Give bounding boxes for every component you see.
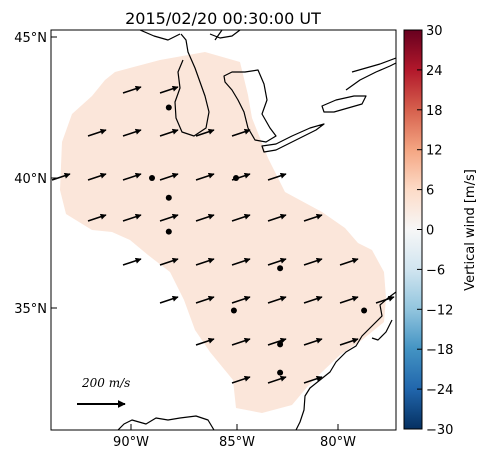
station-marker: [165, 228, 172, 235]
wind-arrow: [303, 257, 323, 266]
wind-arrow: [339, 257, 359, 266]
wind-arrow: [303, 213, 323, 222]
lat-ticks: 45°N 40°N 35°N: [14, 31, 57, 317]
wind-arrow: [303, 375, 323, 384]
wind-arrow: [87, 172, 107, 181]
wind-arrow: [195, 128, 215, 137]
wind-arrow: [122, 257, 142, 266]
lat-tick-label: 40°N: [14, 172, 47, 187]
lake-ontario: [321, 95, 367, 113]
stations: [149, 104, 368, 376]
colorbar-tick-label: −18: [426, 343, 453, 358]
colorbar-tick-label: 30: [426, 24, 443, 39]
station-marker: [361, 307, 368, 314]
scale-arrow: 200 m/s: [77, 376, 130, 408]
colorbar-tick-label: 24: [426, 64, 443, 79]
lon-ticks: 90°W 85°W 80°W: [113, 424, 356, 450]
wind-arrow: [267, 257, 287, 266]
wind-arrow: [267, 295, 287, 304]
wind-arrow: [195, 172, 215, 181]
colorbar-tick-label: 6: [426, 184, 434, 199]
wind-arrow: [195, 257, 215, 266]
wind-arrow: [159, 172, 179, 181]
atlantic-coast: [295, 291, 396, 430]
wind-arrow: [122, 213, 142, 222]
wind-arrow: [267, 375, 287, 384]
colorbar-tick-label: −30: [426, 423, 453, 438]
station-marker: [165, 104, 172, 111]
colorbar-tick-label: −24: [426, 383, 453, 398]
wind-arrow: [231, 213, 251, 222]
wind-arrow: [303, 337, 323, 346]
lat-tick-label: 35°N: [14, 302, 47, 317]
wind-arrow: [122, 128, 142, 137]
wind-arrow: [159, 295, 179, 304]
wind-arrow: [303, 295, 323, 304]
colorbar-tick-label: 12: [426, 144, 443, 159]
wind-arrow: [159, 85, 179, 94]
wind-arrow: [267, 337, 287, 346]
lon-tick-label: 90°W: [113, 435, 149, 450]
wind-arrow: [122, 85, 142, 94]
lake-michigan: [174, 33, 210, 137]
scale-label: 200 m/s: [81, 376, 130, 390]
colorbar: 30 24 18 12 6 0 −6 −12 −18 −24 −30 Vertical wind […: [403, 24, 478, 438]
station-marker: [277, 341, 284, 348]
wind-arrow: [159, 128, 179, 137]
map-panel: [51, 30, 396, 430]
lon-tick-label: 85°W: [219, 435, 255, 450]
map-frame: [50, 29, 397, 431]
lake-erie: [261, 123, 325, 153]
wind-arrow: [51, 172, 71, 181]
station-marker: [165, 194, 172, 201]
wind-arrow: [195, 213, 215, 222]
coastlines: [117, 30, 396, 430]
wind-arrow: [339, 337, 359, 346]
wind-arrow: [231, 257, 251, 266]
colorbar-tick-label: 18: [426, 104, 443, 119]
station-marker: [149, 175, 155, 181]
wind-arrow: [339, 295, 359, 304]
station-marker: [230, 307, 237, 314]
station-marker: [277, 369, 284, 376]
wind-arrow: [195, 295, 215, 304]
wind-arrows: [51, 85, 395, 384]
lake-superior: [139, 30, 241, 41]
colorbar-tick-label: 0: [426, 224, 434, 239]
wind-arrow: [375, 295, 395, 304]
wind-arrow: [231, 337, 251, 346]
wind-arrow: [159, 213, 179, 222]
lake-huron: [214, 30, 277, 143]
wind-field-domain: [60, 52, 386, 413]
wind-arrow: [87, 213, 107, 222]
colorbar-label: Vertical wind [m/s]: [463, 169, 478, 291]
colorbar-tick-label: −12: [426, 303, 453, 318]
wind-arrow: [231, 128, 251, 137]
station-marker: [233, 175, 239, 181]
wind-arrow: [159, 257, 179, 266]
wind-arrow: [267, 213, 287, 222]
gulf-coast: [117, 415, 215, 430]
station-marker: [277, 265, 284, 272]
wind-arrow: [231, 375, 251, 384]
wind-arrow: [267, 172, 287, 181]
st-lawrence: [345, 57, 396, 91]
colorbar-tick-label: −6: [426, 263, 445, 278]
wind-arrow: [231, 295, 251, 304]
outer-banks: [371, 319, 393, 341]
lat-tick-label: 45°N: [14, 31, 47, 46]
wind-arrow: [122, 172, 142, 181]
wind-arrow: [87, 128, 107, 137]
figure-title: 2015/02/20 00:30:00 UT: [125, 9, 321, 28]
lon-tick-label: 80°W: [320, 435, 356, 450]
wind-arrow: [195, 337, 215, 346]
